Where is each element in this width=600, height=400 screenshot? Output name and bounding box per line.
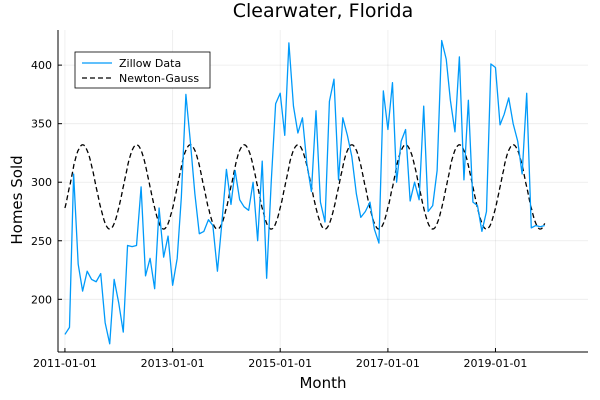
y-tick-label: 350: [31, 118, 52, 131]
x-tick-label: 2013-01-01: [141, 357, 205, 370]
x-tick-label: 2019-01-01: [463, 357, 527, 370]
x-axis-title: Month: [299, 374, 346, 392]
x-tick-label: 2015-01-01: [248, 357, 312, 370]
series-zillow-data: [64, 39, 545, 345]
y-tick-label: 300: [31, 176, 52, 189]
legend-label-newton-gauss: Newton-Gauss: [119, 72, 199, 85]
series-line-newton-gauss: [64, 144, 546, 230]
chart-title: Clearwater, Florida: [233, 0, 414, 22]
x-tick-label: 2017-01-01: [356, 357, 420, 370]
legend-label-zillow-data: Zillow Data: [119, 57, 181, 70]
series-line-zillow-data: [64, 39, 545, 345]
y-tick-label: 250: [31, 235, 52, 248]
legend: Zillow Data Newton-Gauss: [74, 51, 211, 89]
x-tick-label: 2011-01-01: [33, 357, 97, 370]
axes: [57, 30, 588, 353]
series-newton-gauss: [64, 144, 546, 230]
y-tick-label: 400: [31, 59, 52, 72]
y-axis-title: Homes Sold: [8, 155, 26, 244]
y-tick-labels: 200 250 300 350 400: [31, 59, 62, 306]
x-tick-labels: 2011-01-01 2013-01-01 2015-01-01 2017-01-01…: [33, 348, 527, 370]
y-tick-label: 200: [31, 293, 52, 306]
legend-box: [74, 51, 211, 89]
